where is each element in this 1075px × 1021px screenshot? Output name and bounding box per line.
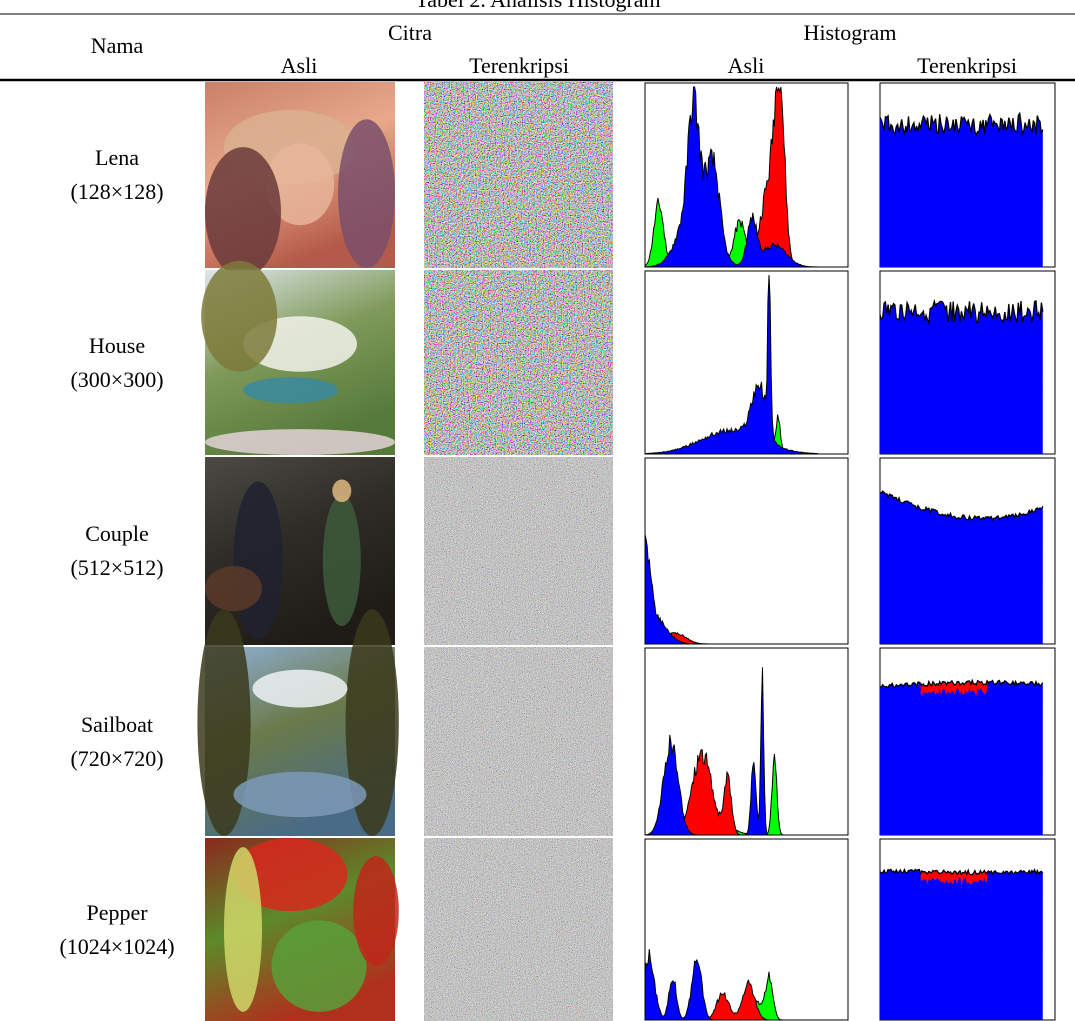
original-image — [205, 838, 399, 1021]
image-shape — [332, 480, 351, 503]
original-image — [205, 82, 395, 277]
table-graphics — [0, 0, 1075, 1021]
header-citra: Citra — [388, 21, 432, 45]
header-sub: Asli — [281, 54, 318, 78]
row-size: (512×512) — [70, 556, 163, 580]
histogram-area — [880, 113, 1043, 267]
image-shape — [243, 377, 338, 403]
image-shape — [234, 772, 367, 817]
page: Tabel 2. Analisis Histogram Nama Citra H… — [0, 0, 1075, 1021]
row-size: (300×300) — [70, 368, 163, 392]
header-sub: Asli — [728, 54, 765, 78]
image-shape — [253, 670, 348, 708]
table-title: Tabel 2. Analisis Histogram — [415, 0, 660, 12]
histogram-area — [880, 680, 1043, 835]
image-shape — [224, 847, 262, 1012]
image-shape — [272, 920, 367, 1012]
encrypted-image — [424, 270, 613, 455]
encrypted-image — [424, 82, 613, 268]
encrypted-image — [424, 838, 613, 1021]
row-name: Couple — [85, 522, 149, 546]
row-name: Sailboat — [81, 713, 153, 737]
encrypted-image — [424, 457, 613, 645]
image-shape — [234, 481, 283, 639]
histogram-area — [880, 301, 1043, 454]
histogram-area — [880, 869, 1043, 1020]
row-name: Pepper — [86, 901, 147, 925]
row-name: Lena — [95, 146, 139, 170]
row-size: (1024×1024) — [59, 935, 174, 959]
image-shape — [353, 856, 399, 966]
encrypted-image — [424, 647, 613, 836]
image-shape — [205, 566, 262, 611]
original-image — [201, 261, 395, 455]
histogram-frame — [645, 458, 848, 644]
image-shape — [205, 429, 395, 455]
header-name: Nama — [91, 34, 144, 58]
row-name: House — [89, 334, 145, 358]
image-shape — [323, 495, 361, 627]
header-sub: Terenkripsi — [917, 54, 1017, 78]
image-shape — [338, 119, 395, 268]
image-shape — [205, 147, 281, 277]
image-shape — [201, 261, 277, 372]
row-size: (128×128) — [70, 180, 163, 204]
header-sub: Terenkripsi — [469, 54, 569, 78]
header-histogram: Histogram — [804, 21, 897, 45]
row-size: (720×720) — [70, 747, 163, 771]
